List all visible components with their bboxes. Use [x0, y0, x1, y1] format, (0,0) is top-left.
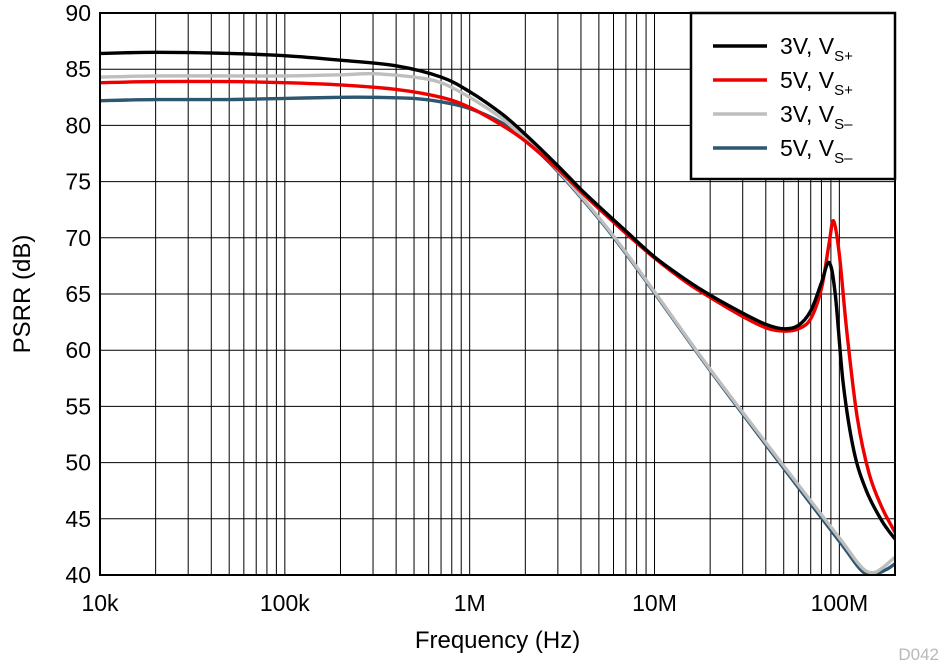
y-tick-label: 45 — [65, 506, 91, 532]
y-tick-label: 70 — [65, 225, 91, 251]
y-tick-label: 85 — [65, 56, 91, 82]
y-tick-label: 55 — [65, 393, 91, 419]
series-lines — [100, 50, 895, 575]
legend-label-subscript: S– — [834, 116, 853, 133]
y-tick-label: 40 — [65, 562, 91, 588]
legend-label: 5V, VS– — [780, 135, 853, 167]
legend-label-main: 3V, V — [780, 101, 835, 127]
y-tick-label: 60 — [65, 337, 91, 363]
x-tick-label: 10k — [81, 590, 119, 616]
x-tick-label: 1M — [454, 590, 486, 616]
legend-label-subscript: S+ — [834, 82, 853, 99]
y-axis-label: PSRR (dB) — [9, 235, 36, 354]
y-tick-label: 90 — [65, 0, 91, 26]
legend: 3V, VS+5V, VS+3V, VS–5V, VS– — [689, 11, 897, 181]
legend-box — [689, 11, 897, 181]
plot-frame — [99, 12, 896, 576]
y-tick-label: 50 — [65, 450, 91, 476]
series-line-2 — [100, 79, 895, 534]
legend-label-subscript: S+ — [834, 48, 853, 65]
series-line-1 — [100, 50, 895, 541]
x-tick-label: 100k — [260, 590, 310, 616]
legend-label: 5V, VS+ — [780, 67, 853, 99]
legend-label: 3V, VS– — [780, 101, 853, 133]
x-tick-label: 10M — [632, 590, 677, 616]
legend-label-main: 5V, V — [780, 135, 835, 161]
x-tick-labels: 10k 100k 1M 10M 100M — [81, 590, 868, 616]
legend-label-main: 5V, V — [780, 67, 835, 93]
x-axis-label: Frequency (Hz) — [415, 627, 580, 654]
legend-label: 3V, VS+ — [780, 33, 853, 65]
y-tick-label: 80 — [65, 112, 91, 138]
y-tick-label: 65 — [65, 281, 91, 307]
legend-label-main: 3V, V — [780, 33, 835, 59]
y-tick-labels: 40 45 50 55 60 65 70 75 80 85 90 — [65, 0, 91, 588]
legend-label-subscript: S– — [834, 150, 853, 167]
figure-code: D042 — [898, 645, 939, 664]
x-tick-label: 100M — [811, 590, 869, 616]
y-tick-label: 75 — [65, 169, 91, 195]
